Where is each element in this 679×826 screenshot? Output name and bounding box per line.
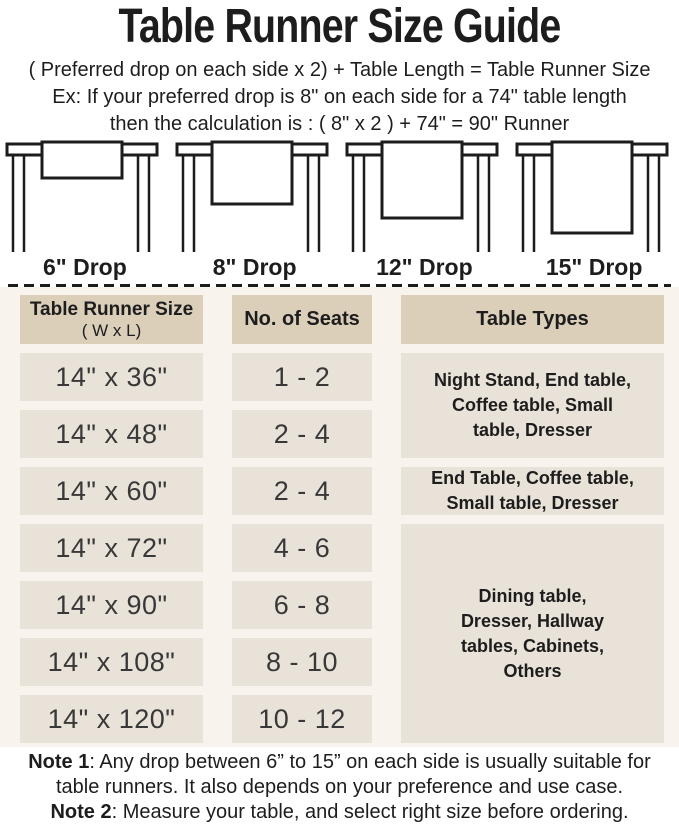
drop-label-6: 6" Drop [43, 254, 127, 280]
size-cell: 14" x 108" [20, 638, 203, 686]
header-table-runner-size: Table Runner Size ( W x L) [20, 295, 203, 344]
page-title: Table Runner Size Guide [118, 0, 562, 53]
note-1-text-line-1: : Any drop between 6” to 15” on each sid… [89, 751, 651, 773]
table-drawing-icon [175, 140, 329, 252]
example-line-1: Ex: If your preferred drop is 8" on each… [52, 86, 627, 108]
note-2-label: Note 2 [50, 801, 112, 823]
note-2: Note 2: Measure your table, and select r… [0, 800, 679, 825]
table-types-cell-small: Night Stand, End table, Coffee table, Sm… [401, 353, 664, 458]
drop-label-15: 15" Drop [545, 254, 643, 280]
table-drawing-icon [5, 140, 159, 252]
seats-cell: 8 - 10 [232, 638, 372, 686]
dashed-divider [8, 284, 671, 287]
table-drawing-icon [345, 140, 499, 252]
drop-illustrations [0, 140, 679, 252]
runner-rect [550, 140, 634, 235]
size-cell: 14" x 120" [20, 695, 203, 743]
seats-cell: 1 - 2 [232, 353, 372, 401]
size-cell: 14" x 36" [20, 353, 203, 401]
table-types-cell-medium: End Table, Coffee table, Small table, Dr… [401, 467, 664, 515]
table-illustration-6-drop [0, 140, 170, 252]
drop-label-12: 12" Drop [376, 254, 473, 280]
size-cell: 14" x 72" [20, 524, 203, 572]
seats-cell: 6 - 8 [232, 581, 372, 629]
table-illustration-8-drop [170, 140, 340, 252]
note-2-text-line-1: : Measure your table, and select right s… [111, 801, 629, 823]
table-types-cell-large: Dining table, Dresser, Hallway tables, C… [401, 524, 664, 743]
header-table-types: Table Types [401, 295, 664, 344]
header-col1-sub: ( W x L) [81, 321, 142, 340]
seats-cell: 10 - 12 [232, 695, 372, 743]
drop-label-8: 8" Drop [212, 254, 297, 280]
note-1-label: Note 1 [28, 751, 90, 773]
size-cell: 14" x 90" [20, 581, 203, 629]
footnotes: Note 1: Any drop between 6” to 15” on ea… [0, 747, 679, 825]
seats-cell: 2 - 4 [232, 467, 372, 515]
seats-cell: 2 - 4 [232, 410, 372, 458]
size-table-panel: Table Runner Size ( W x L) No. of Seats … [0, 287, 679, 747]
runner-rect [210, 140, 294, 206]
drop-labels-row: 6" Drop 8" Drop 12" Drop 15" Drop [0, 252, 679, 284]
seats-cell: 4 - 6 [232, 524, 372, 572]
table-illustration-12-drop [340, 140, 510, 252]
runner-rect [40, 140, 124, 180]
size-cell: 14" x 60" [20, 467, 203, 515]
table-drawing-icon [515, 140, 669, 252]
example-line-2: then the calculation is : ( 8" x 2 ) + 7… [109, 113, 570, 135]
header-col1-title: Table Runner Size [29, 299, 194, 320]
table-illustration-15-drop [509, 140, 679, 252]
size-cell: 14" x 48" [20, 410, 203, 458]
header-no-of-seats: No. of Seats [232, 295, 372, 344]
formula-line: ( Preferred drop on each side x 2) + Tab… [28, 59, 651, 81]
note-1: Note 1: Any drop between 6” to 15” on ea… [0, 750, 679, 800]
runner-rect [380, 140, 464, 220]
note-1-text-line-2: table runners. It also depends on your p… [55, 776, 624, 798]
size-table: Table Runner Size ( W x L) No. of Seats … [20, 295, 664, 743]
